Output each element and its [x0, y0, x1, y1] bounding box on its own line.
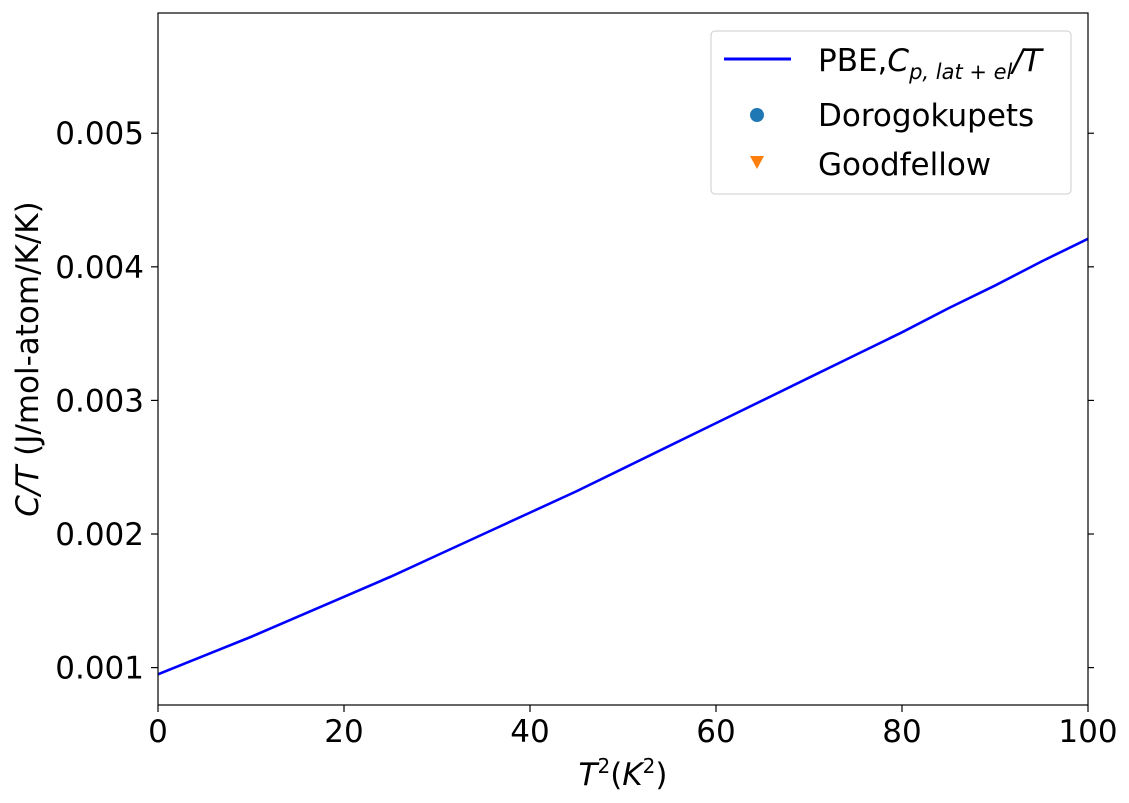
y-tick-label: 0.005: [55, 116, 144, 152]
y-axis: 0.001 0.002 0.003 0.004 0.005: [55, 116, 1094, 687]
series-layer: [158, 237, 1088, 676]
x-tick-label: 60: [696, 714, 735, 750]
legend-triangle-marker: [750, 156, 764, 169]
series-line-pbe: [158, 237, 1088, 676]
y-tick-label: 0.004: [55, 250, 144, 286]
legend-label-pbe: PBE,Cp, lat + el/T: [818, 43, 1044, 84]
y-axis-label: C/T (J/mol-atom/K/K): [10, 201, 46, 517]
legend-label-dorogokupets: Dorogokupets: [818, 98, 1034, 134]
legend-circle-marker: [750, 108, 764, 122]
x-tick-label: 80: [882, 714, 921, 750]
y-tick-label: 0.002: [55, 517, 144, 553]
x-tick-label: 0: [148, 714, 168, 750]
x-tick-label: 100: [1058, 714, 1117, 750]
x-axis-label: T2(K2): [579, 754, 668, 793]
x-tick-label: 20: [324, 714, 363, 750]
x-tick-label: 40: [510, 714, 549, 750]
plot-frame: [157, 12, 1089, 706]
legend-label-goodfellow: Goodfellow: [818, 147, 991, 183]
y-tick-label: 0.003: [55, 383, 144, 419]
legend: PBE,Cp, lat + el/T Dorogokupets Goodfell…: [710, 30, 1072, 195]
legend-box: [710, 30, 1072, 195]
x-axis: 0 20 40 60 80 100: [148, 705, 1118, 750]
y-tick-label: 0.001: [55, 651, 144, 687]
